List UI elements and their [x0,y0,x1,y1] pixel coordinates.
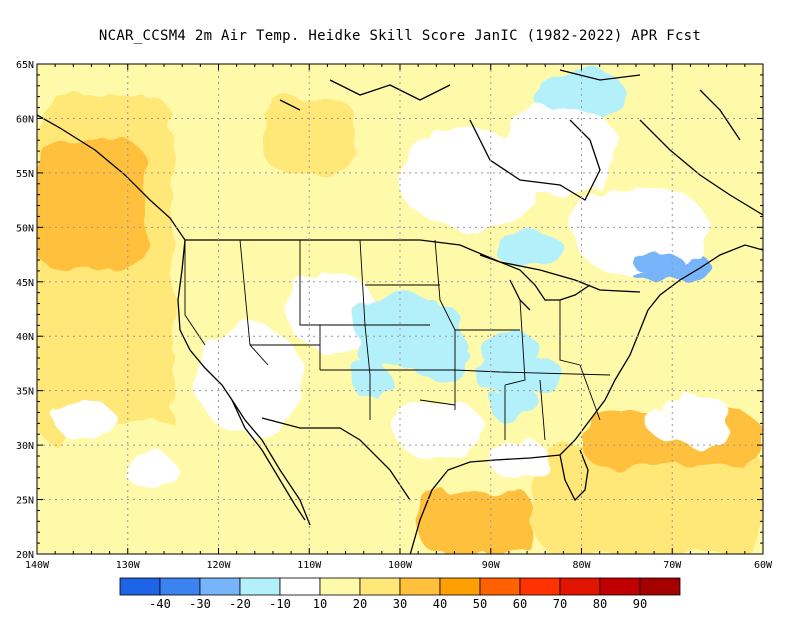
colorbar-label: 40 [433,597,447,611]
colorbar-label: 30 [393,597,407,611]
colorbar-label: -10 [269,597,291,611]
skill-region-4 [263,96,355,173]
colorbar-swatch [199,577,241,596]
colorbar-label: 90 [633,597,647,611]
colorbar-swatch [599,577,641,596]
lon-label: 120W [206,560,231,571]
lon-label: 140W [25,560,50,571]
colorbar-swatch [639,577,681,596]
skill-region-10 [472,358,564,391]
colorbar-swatch [479,577,521,596]
lat-label: 20N [16,550,34,561]
colorbar-swatch [359,577,401,596]
arctic-islands [279,69,741,141]
colorbar-swatch [159,577,201,596]
colorbar-swatch [519,577,561,596]
lon-label: 130W [116,560,141,571]
skill-region-2 [55,423,237,554]
colorbar-swatch [319,577,361,596]
colorbar-label: 50 [473,597,487,611]
map-title: NCAR_CCSM4 2m Air Temp. Heidke Skill Sco… [98,28,702,44]
colorbar-label: 70 [553,597,567,611]
skill-regions [37,64,763,554]
pacific-coastline [37,114,311,526]
skill-region-8 [672,314,763,380]
lat-label: 45N [16,278,34,289]
lat-label: 60N [16,114,34,125]
skill-region-7 [418,488,537,554]
gridlines [37,64,763,554]
colorbar-swatch [119,577,161,596]
atlantic-canada-coast [647,244,763,311]
lon-label: 100W [388,560,413,571]
lat-label: 30N [16,441,34,452]
us-mexico-border [261,417,411,501]
colorbar-label: 10 [313,597,327,611]
lat-label: 65N [16,60,34,71]
colorbar-labels: -40 -30 -20 -10 10 20 30 40 50 60 70 80 90 [149,597,647,611]
state-boundaries [184,239,611,441]
baja-peninsula [231,399,306,521]
lat-label: 25N [16,496,34,507]
lon-label: 80W [572,560,591,571]
lat-label: 50N [16,223,34,234]
coastlines-and-borders [37,69,763,554]
colorbar [119,577,681,596]
colorbar-label: -20 [229,597,251,611]
colorbar-swatch [559,577,601,596]
us-canada-border [185,239,641,293]
colorbar-swatch [439,577,481,596]
latitude-labels: 20N 25N 30N 35N 40N 45N 50N 55N 60N 65N [16,60,34,561]
lat-label: 55N [16,169,34,180]
hudson-bay [469,119,601,201]
labrador-coast [639,119,763,216]
colorbar-swatch [279,577,321,596]
lon-label: 70W [663,560,682,571]
colorbar-swatch [399,577,441,596]
lon-label: 90W [482,560,501,571]
skill-region-1 [37,140,146,271]
colorbar-label: 80 [593,597,607,611]
longitude-labels: 140W 130W 120W 110W 100W 90W 80W 70W 60W [25,560,773,571]
colorbar-label: 60 [513,597,527,611]
colorbar-label: 20 [353,597,367,611]
florida [559,449,589,502]
colorbar-label: -30 [189,597,211,611]
lat-label: 35N [16,387,34,398]
shading-layer [37,64,763,554]
axis-ticks [36,63,764,555]
colorbar-label: -40 [149,597,171,611]
lon-label: 60W [754,560,773,571]
lat-label: 40N [16,332,34,343]
colorbar-swatch [239,577,281,596]
lon-label: 110W [297,560,322,571]
